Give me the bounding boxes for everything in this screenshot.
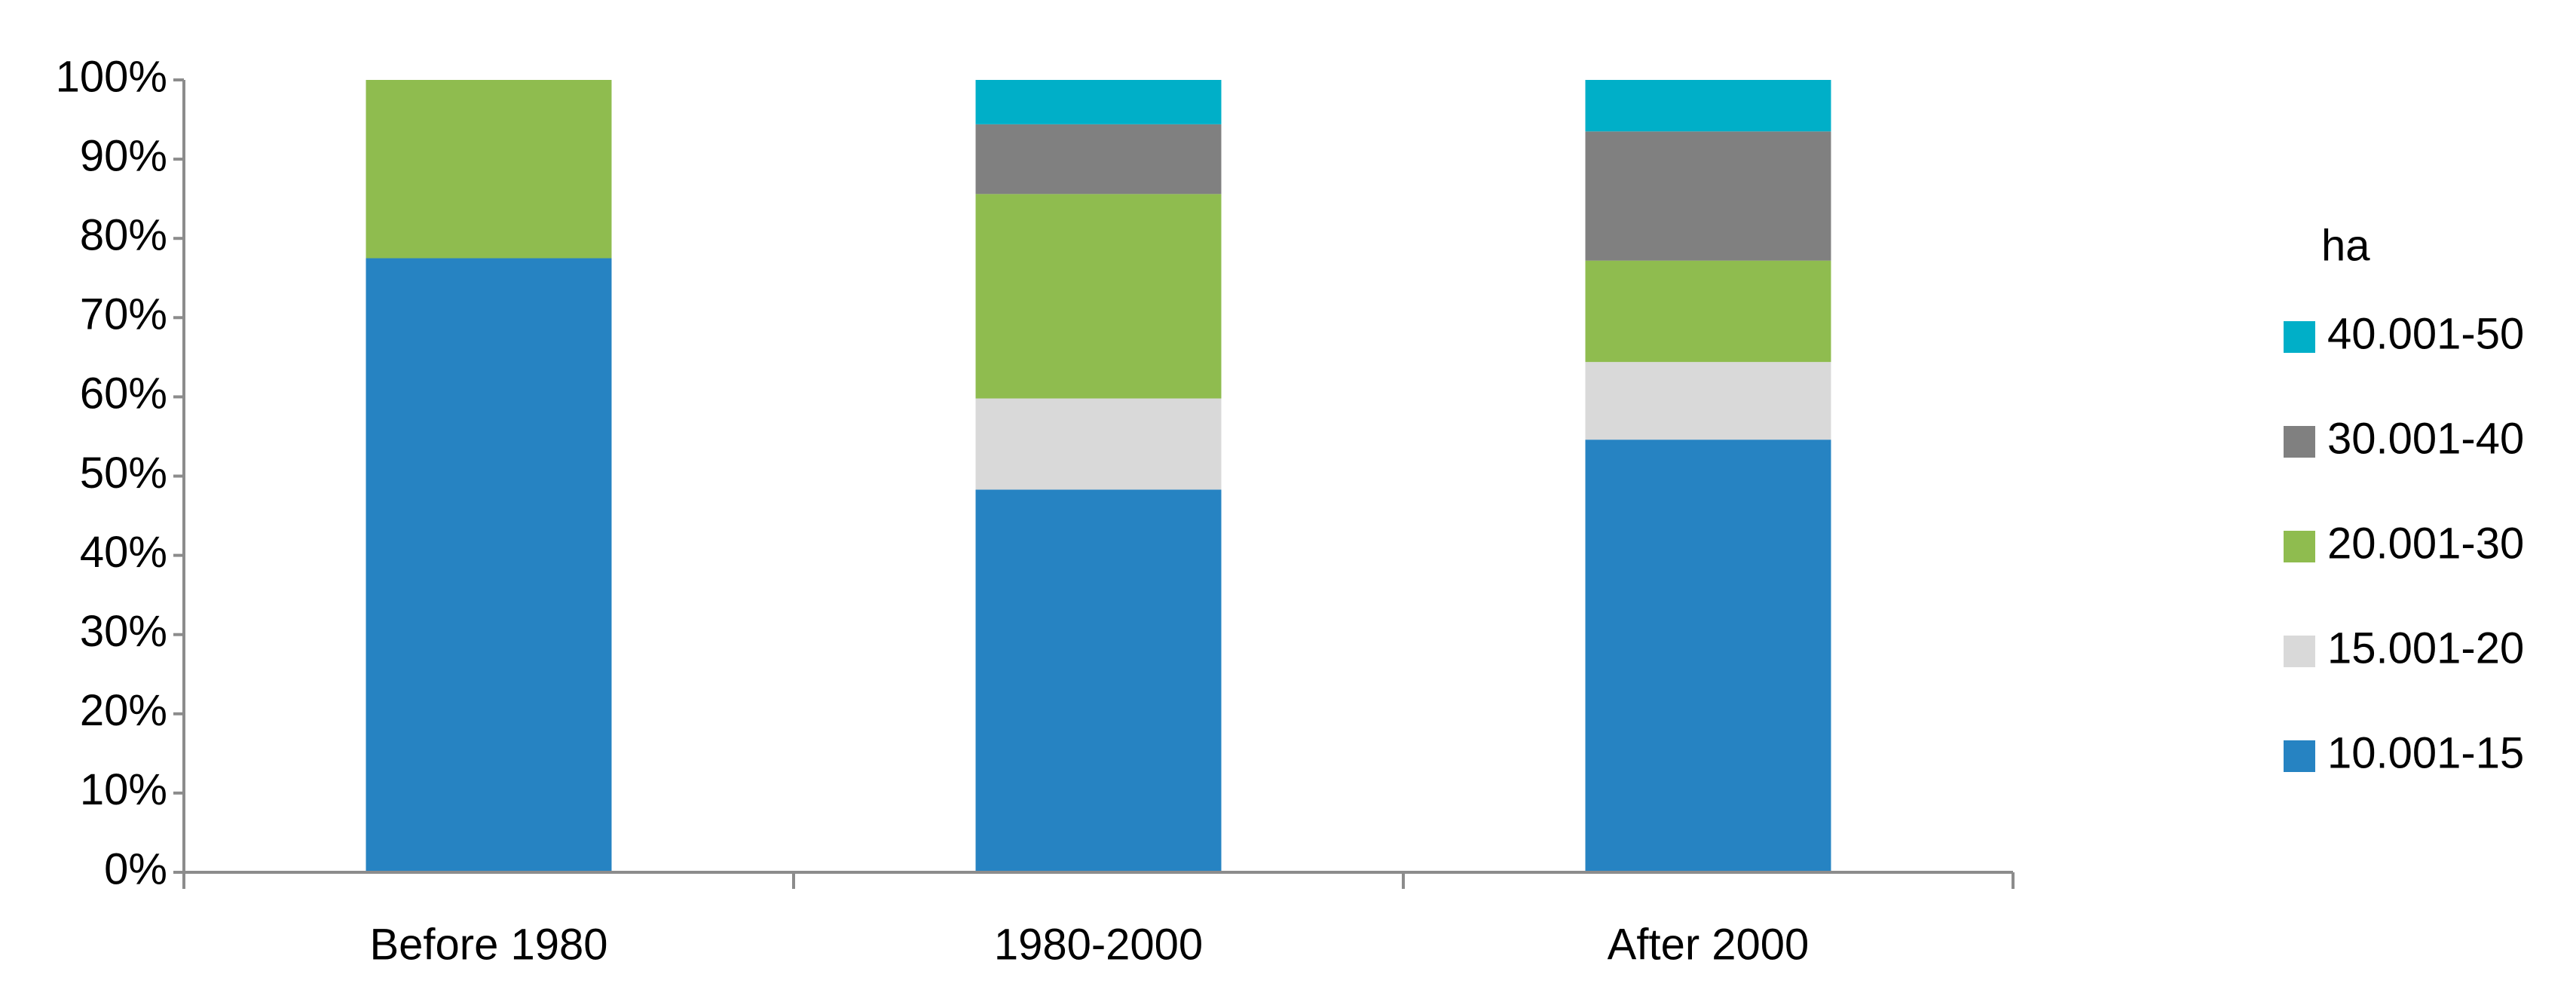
y-tick-label: 90% (80, 131, 167, 180)
y-tick-label: 100% (56, 52, 167, 101)
bar-segment (1585, 362, 1831, 440)
bar-segment (1585, 80, 1831, 132)
bar-segment (1585, 131, 1831, 261)
bar-segment (1585, 260, 1831, 363)
bar-segment (975, 398, 1222, 490)
legend-swatch (2284, 426, 2315, 458)
y-tick-label: 50% (80, 449, 167, 498)
y-tick-label: 0% (104, 844, 167, 893)
legend-label: 20.001-30 (2327, 519, 2524, 568)
y-tick-label: 20% (80, 686, 167, 735)
bar-segment (366, 80, 612, 259)
x-tick-label: Before 1980 (369, 920, 607, 969)
y-tick-label: 70% (80, 290, 167, 339)
legend-swatch (2284, 636, 2315, 667)
x-tick-label: 1980-2000 (994, 920, 1203, 969)
bar-segment (1585, 440, 1831, 872)
bar-segment (366, 258, 612, 873)
legend-swatch (2284, 531, 2315, 562)
y-tick-label: 30% (80, 607, 167, 656)
bar-segment (975, 124, 1222, 195)
legend-label: 40.001-50 (2327, 309, 2524, 358)
y-tick-label: 10% (80, 765, 167, 814)
bar-segment (975, 80, 1222, 124)
legend-label: 30.001-40 (2327, 414, 2524, 463)
bar-segment (975, 194, 1222, 399)
y-tick-label: 40% (80, 528, 167, 577)
legend-label: 10.001-15 (2327, 728, 2524, 777)
legend-swatch (2284, 740, 2315, 772)
x-tick-label: After 2000 (1608, 920, 1810, 969)
y-tick-label: 60% (80, 369, 167, 418)
legend-title: ha (2321, 221, 2370, 270)
bar-segment (975, 489, 1222, 872)
y-tick-label: 80% (80, 211, 167, 260)
legend-label: 15.001-20 (2327, 623, 2524, 673)
legend-swatch (2284, 321, 2315, 353)
